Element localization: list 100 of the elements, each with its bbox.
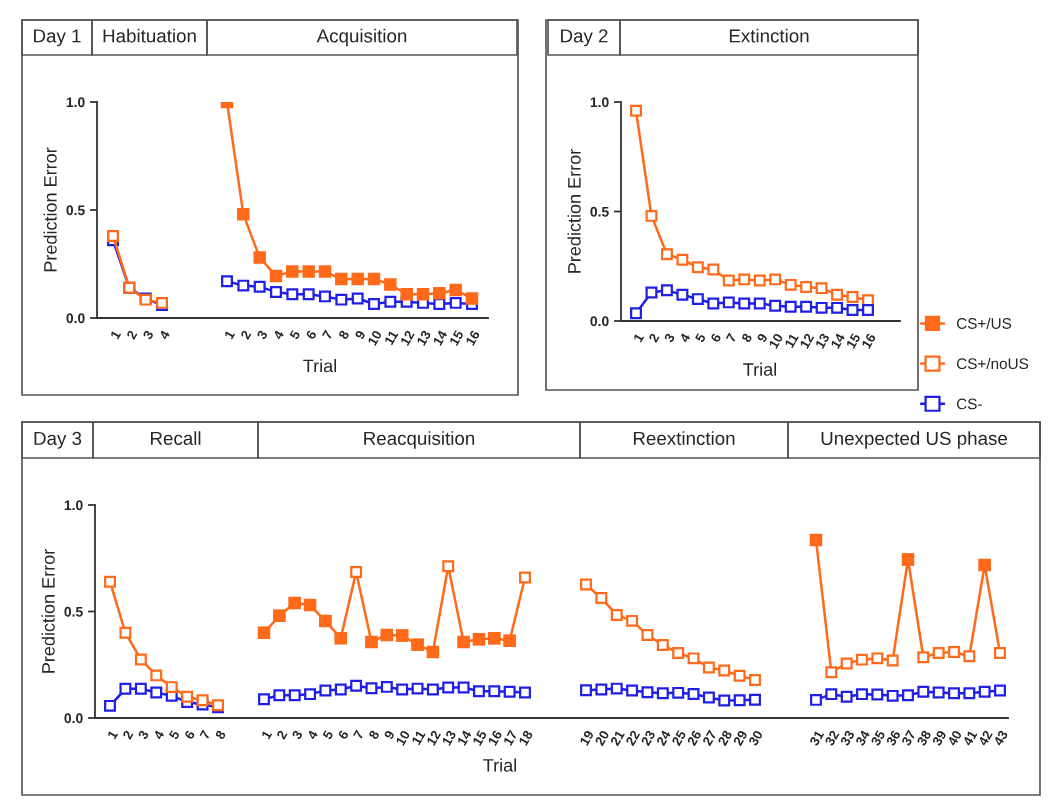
y-tick-label: 0.5 xyxy=(590,206,609,217)
chart-title: Reextinction xyxy=(633,431,735,446)
x-tick-label: 40 xyxy=(947,729,963,747)
x-tick-label: 1 xyxy=(633,332,645,343)
y-tick-label: 0.0 xyxy=(64,713,83,724)
x-tick-label: 2 xyxy=(276,729,288,740)
x-tick-label: 6 xyxy=(184,729,196,740)
x-tick-label: 16 xyxy=(487,729,503,746)
x-tick-label: 34 xyxy=(855,729,871,747)
x-tick-label: 8 xyxy=(214,729,227,740)
x-tick-label: 13 xyxy=(814,332,830,349)
x-tick-label: 9 xyxy=(756,332,768,343)
x-tick-label: 16 xyxy=(465,329,481,346)
text: Day 1 xyxy=(34,29,81,47)
x-tick-label: 14 xyxy=(457,729,472,746)
chart-title: Habituation xyxy=(103,28,196,43)
x-tick-label: 6 xyxy=(305,329,317,340)
x-tick-label: 2 xyxy=(648,332,660,343)
x-tick-label: 1 xyxy=(110,329,122,340)
x-tick-label: 31 xyxy=(809,729,825,747)
x-tick-label: 41 xyxy=(962,729,978,747)
x-tick-label: 7 xyxy=(725,332,737,343)
x-tick-label: 42 xyxy=(977,729,993,747)
x-tick-label: 4 xyxy=(679,332,691,344)
x-tick-label: 4 xyxy=(158,329,171,341)
x-tick-label: 19 xyxy=(579,729,595,746)
x-tick-label: 32 xyxy=(824,729,840,747)
chart-title: Reacquisition xyxy=(364,431,475,449)
x-tick-label: 27 xyxy=(702,729,717,747)
x-tick-label: 12 xyxy=(426,729,441,746)
y-tick-label: 1.0 xyxy=(64,500,83,511)
x-tick-label: 10 xyxy=(768,332,784,349)
x-tick-label: 5 xyxy=(289,329,301,340)
x-tick-label: 25 xyxy=(671,729,687,747)
x-tick-label: 33 xyxy=(839,729,855,747)
x-tick-label: 5 xyxy=(322,729,334,740)
y-tick-label: 1.0 xyxy=(590,97,609,108)
x-tick-label: 2 xyxy=(126,329,138,340)
text: Day 2 xyxy=(561,29,608,47)
chart-title: Unexpected US phase xyxy=(821,431,1007,449)
x-tick-label: 4 xyxy=(306,729,319,741)
x-tick-label: 14 xyxy=(830,332,846,349)
x-tick-label: 13 xyxy=(416,329,432,346)
x-tick-label: 12 xyxy=(400,329,415,346)
x-tick-label: 7 xyxy=(353,729,365,740)
x-tick-label: 3 xyxy=(137,729,150,741)
y-tick-label: 0.0 xyxy=(590,316,609,327)
x-tick-label: 21 xyxy=(609,729,625,747)
x-tick-label: 6 xyxy=(337,729,349,740)
x-tick-label: 18 xyxy=(518,729,534,746)
x-tick-label: 12 xyxy=(799,332,815,349)
x-tick-label: 30 xyxy=(748,729,764,747)
x-tick-label: 1 xyxy=(224,329,236,340)
x-tick-label: 28 xyxy=(717,729,733,747)
y-tick-label: 0.5 xyxy=(64,606,83,617)
x-tick-label: 35 xyxy=(870,729,886,747)
x-axis-title: Trial xyxy=(483,758,517,772)
y-axis-title: Prediction Error xyxy=(43,147,57,272)
x-tick-label: 8 xyxy=(741,332,753,343)
x-tick-label: 16 xyxy=(861,332,877,349)
x-tick-label: 43 xyxy=(993,729,1009,747)
x-tick-label: 39 xyxy=(931,729,947,747)
x-tick-label: 2 xyxy=(240,329,252,340)
x-tick-label: 6 xyxy=(710,332,722,343)
x-tick-label: 36 xyxy=(885,729,901,747)
x-tick-label: 3 xyxy=(663,332,676,344)
legend-label: CS- xyxy=(956,398,982,410)
text: Day 3 xyxy=(34,431,82,449)
y-axis-title: Prediction Error xyxy=(41,549,55,673)
x-tick-label: 5 xyxy=(168,729,180,740)
y-tick-label: 1.0 xyxy=(66,97,85,108)
x-tick-label: 3 xyxy=(291,729,303,741)
y-axis-title: Prediction Error xyxy=(567,149,581,273)
chart-title: Extinction xyxy=(729,28,809,43)
x-tick-label: 38 xyxy=(916,729,932,747)
x-tick-label: 11 xyxy=(384,329,399,346)
chart-title: Acquisition xyxy=(316,28,407,47)
x-tick-label: 11 xyxy=(411,729,426,746)
x-tick-label: 10 xyxy=(395,729,411,746)
y-tick-label: 0.5 xyxy=(66,205,85,216)
x-tick-label: 2 xyxy=(122,729,134,740)
x-tick-label: 1 xyxy=(107,729,119,740)
x-tick-label: 1 xyxy=(261,729,273,740)
chart-title: Recall xyxy=(150,431,201,446)
x-tick-label: 7 xyxy=(199,729,211,740)
x-tick-label: 14 xyxy=(432,329,448,346)
y-tick-label: 0.0 xyxy=(66,313,85,324)
x-tick-label: 23 xyxy=(640,729,656,747)
x-tick-label: 15 xyxy=(449,329,464,346)
legend-label: CS+/noUS xyxy=(956,357,1029,370)
x-tick-label: 26 xyxy=(686,729,702,747)
x-tick-label: 15 xyxy=(472,729,488,746)
x-tick-label: 13 xyxy=(441,729,457,746)
x-tick-label: 3 xyxy=(256,329,268,341)
x-tick-label: 17 xyxy=(503,729,518,746)
x-tick-label: 20 xyxy=(594,729,610,747)
x-tick-label: 11 xyxy=(784,332,799,349)
x-tick-label: 15 xyxy=(846,332,861,349)
legend-label: CS+/US xyxy=(956,317,1012,329)
x-tick-label: 22 xyxy=(625,729,641,747)
